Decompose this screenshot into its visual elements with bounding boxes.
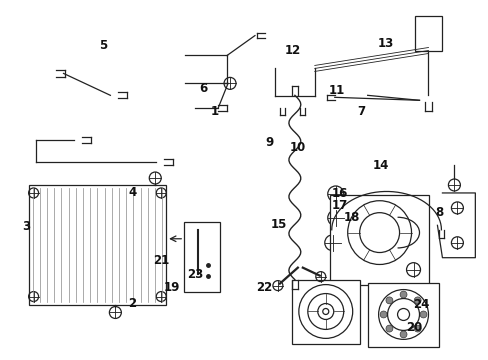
Text: 1: 1 <box>211 105 219 118</box>
Circle shape <box>379 311 386 318</box>
Text: 20: 20 <box>405 320 422 333</box>
Text: 7: 7 <box>357 105 365 118</box>
Bar <box>414 15 442 50</box>
Bar <box>329 195 428 285</box>
Bar <box>184 222 220 292</box>
Text: 23: 23 <box>187 268 203 281</box>
Bar <box>367 283 439 347</box>
Text: 3: 3 <box>22 220 30 233</box>
Circle shape <box>419 311 426 318</box>
Bar <box>291 280 359 345</box>
Text: 8: 8 <box>434 206 443 219</box>
Circle shape <box>399 331 406 338</box>
Text: 24: 24 <box>412 298 428 311</box>
Bar <box>29 185 166 305</box>
Circle shape <box>385 325 392 332</box>
Circle shape <box>413 325 420 332</box>
Circle shape <box>385 297 392 304</box>
Text: 15: 15 <box>270 218 286 231</box>
Text: 19: 19 <box>164 281 180 294</box>
Text: 10: 10 <box>289 140 305 153</box>
Text: 2: 2 <box>128 297 136 310</box>
Text: 5: 5 <box>99 39 107 52</box>
Text: 9: 9 <box>265 136 273 149</box>
Text: 14: 14 <box>372 159 388 172</box>
Text: 4: 4 <box>128 186 136 199</box>
Text: 22: 22 <box>255 281 272 294</box>
Text: 12: 12 <box>285 44 301 57</box>
Text: 6: 6 <box>199 82 207 95</box>
Text: 13: 13 <box>377 36 393 50</box>
Text: 18: 18 <box>343 211 359 224</box>
Circle shape <box>413 297 420 304</box>
Text: 11: 11 <box>328 84 345 97</box>
Text: 16: 16 <box>331 187 347 200</box>
Text: 21: 21 <box>153 254 169 267</box>
Text: 17: 17 <box>331 199 347 212</box>
Circle shape <box>399 291 406 298</box>
